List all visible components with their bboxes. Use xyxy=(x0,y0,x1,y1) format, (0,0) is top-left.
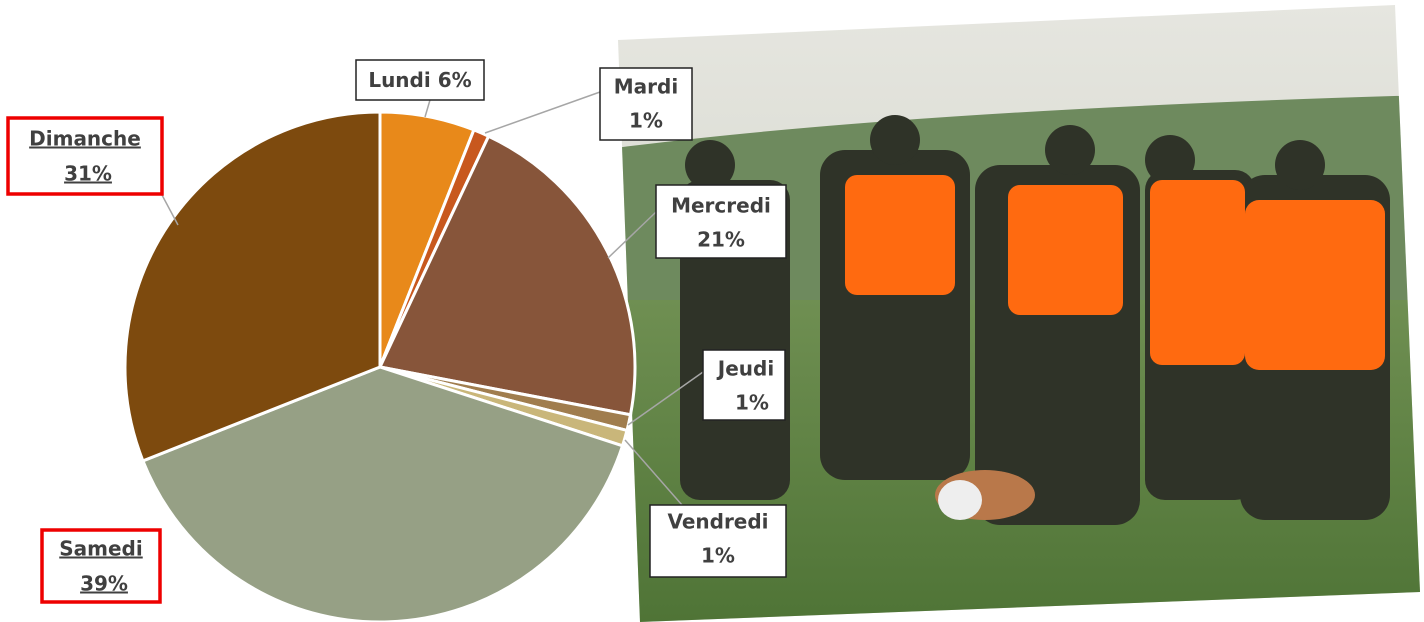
category-label: Vendredi xyxy=(667,510,768,534)
category-label: Mardi xyxy=(614,75,678,99)
data-label: 21% xyxy=(697,228,745,252)
data-label: 1% xyxy=(735,391,769,415)
data-label: 31% xyxy=(64,162,112,186)
chart: Lundi 6% Mardi 1% Mercredi 21% Jeudi 1% … xyxy=(0,0,1424,622)
leader-line xyxy=(425,100,430,117)
data-label: Lundi 6% xyxy=(368,68,471,92)
data-label: 1% xyxy=(701,544,735,568)
category-label: Samedi xyxy=(59,537,142,561)
category-label: Mercredi xyxy=(671,194,771,218)
leader-line xyxy=(485,92,600,133)
pie xyxy=(125,112,635,622)
category-label: Dimanche xyxy=(29,127,141,151)
data-label: 1% xyxy=(629,109,663,133)
category-label: Jeudi xyxy=(716,357,774,381)
data-label: 39% xyxy=(80,572,128,596)
